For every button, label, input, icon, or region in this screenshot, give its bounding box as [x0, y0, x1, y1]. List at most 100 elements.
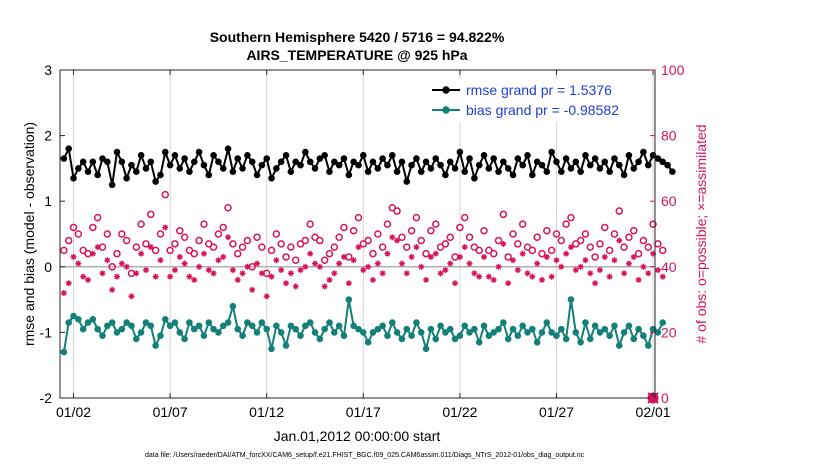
obs-possible-point: [180, 233, 189, 242]
bias-point: [316, 335, 324, 343]
rmse-point: [446, 158, 454, 166]
obs-possible-point: [122, 236, 131, 245]
rmse-point: [422, 158, 430, 166]
bias-point: [268, 345, 275, 353]
rmse-point: [200, 161, 208, 169]
obs-assimilated-point: [142, 267, 149, 274]
rmse-point: [379, 155, 386, 162]
obs-assimilated-point: [360, 267, 367, 274]
rmse-point: [99, 155, 106, 162]
bias-point: [601, 325, 609, 333]
obs-assimilated-point: [292, 283, 299, 290]
obs-assimilated-point: [258, 270, 265, 277]
bias-point: [219, 322, 227, 330]
obs-possible-point: [296, 240, 305, 248]
obs-assimilated-point: [350, 257, 357, 264]
obs-assimilated-point: [191, 276, 198, 283]
bias-point: [239, 332, 246, 339]
obs-assimilated-point: [181, 260, 188, 267]
obs-possible-point: [654, 240, 662, 248]
obs-possible-point: [200, 220, 208, 228]
bias-point: [133, 335, 140, 343]
obs-possible-point: [634, 249, 643, 258]
rmse-point: [152, 178, 159, 185]
rmse-point: [644, 161, 652, 169]
bias-point: [84, 319, 92, 326]
rmse-point: [543, 168, 551, 175]
bias-point: [427, 325, 435, 333]
obs-possible-point: [601, 223, 609, 232]
bias-point: [171, 319, 179, 326]
obs-assimilated-point: [437, 270, 444, 277]
obs-possible-point: [229, 240, 237, 248]
obs-possible-point: [233, 249, 242, 258]
y-axis-left-label: rmse and bias (model - observation): [21, 122, 37, 346]
bias-point: [630, 335, 638, 343]
x-tick-label: 02/01: [636, 404, 671, 420]
bias-point: [65, 319, 72, 326]
bias-point: [147, 322, 155, 330]
obs-assimilated-point: [244, 263, 251, 270]
obs-assimilated-point: [147, 244, 154, 251]
rmse-series: [60, 145, 676, 189]
obs-possible-point: [335, 233, 343, 242]
rmse-point: [620, 171, 628, 179]
rmse-point: [485, 165, 493, 172]
y-right-tick-label: 60: [661, 193, 677, 209]
rmse-point: [147, 158, 155, 166]
bias-point: [104, 322, 111, 330]
rmse-point: [133, 168, 140, 175]
rmse-point: [524, 151, 531, 159]
rmse-point: [659, 158, 667, 166]
obs-possible-point: [374, 230, 382, 238]
bias-point: [422, 345, 430, 353]
obs-possible-point: [504, 253, 512, 261]
bias-point: [451, 335, 459, 343]
rmse-point: [417, 168, 425, 175]
rmse-point: [558, 168, 565, 175]
rmse-point: [635, 158, 642, 166]
bias-point: [326, 319, 333, 326]
rmse-point: [504, 165, 512, 172]
x-tick-label: 01/12: [249, 404, 284, 420]
bias-point: [562, 335, 570, 343]
obs-assimilated-point: [70, 253, 77, 260]
obs-assimilated-point: [138, 250, 145, 257]
rmse-point: [248, 158, 256, 166]
obs-possible-point: [610, 230, 619, 238]
obs-possible-point: [547, 246, 556, 255]
obs-assimilated-point: [379, 270, 386, 277]
plot-frame: [59, 69, 656, 399]
rmse-point: [625, 151, 633, 159]
bias-point: [548, 329, 555, 336]
obs-possible-point: [267, 246, 276, 255]
obs-possible-point: [514, 240, 522, 248]
rmse-point: [258, 161, 266, 169]
grid: [73, 70, 654, 398]
bias-point: [635, 325, 642, 333]
bias-point: [118, 325, 126, 333]
bias-point: [152, 342, 159, 349]
obs-assimilated-point: [268, 273, 275, 280]
bias-point: [379, 322, 386, 330]
y-axis-right-ticks: 0 20 40 60 80 100: [650, 62, 685, 406]
obs-assimilated-point: [225, 234, 232, 241]
chart-title-line1: Southern Hemisphere 5420 / 5716 = 94.822…: [210, 29, 505, 45]
obs-assimilated-point: [621, 270, 628, 277]
obs-assimilated-point: [176, 253, 183, 260]
rmse-point: [669, 168, 676, 175]
rmse-point: [306, 158, 314, 166]
bias-point: [123, 319, 130, 326]
obs-assimilated-point: [94, 244, 101, 251]
rmse-point: [480, 151, 488, 159]
obs-possible-point: [436, 243, 445, 251]
legend-rmse-marker: [442, 86, 450, 94]
rmse-point: [89, 158, 97, 166]
obs-possible-point: [93, 213, 102, 222]
obs-assimilated-point: [495, 263, 502, 270]
bias-point: [157, 332, 164, 339]
rmse-point: [456, 148, 464, 156]
bias-point: [340, 332, 348, 339]
rmse-point: [432, 155, 440, 162]
